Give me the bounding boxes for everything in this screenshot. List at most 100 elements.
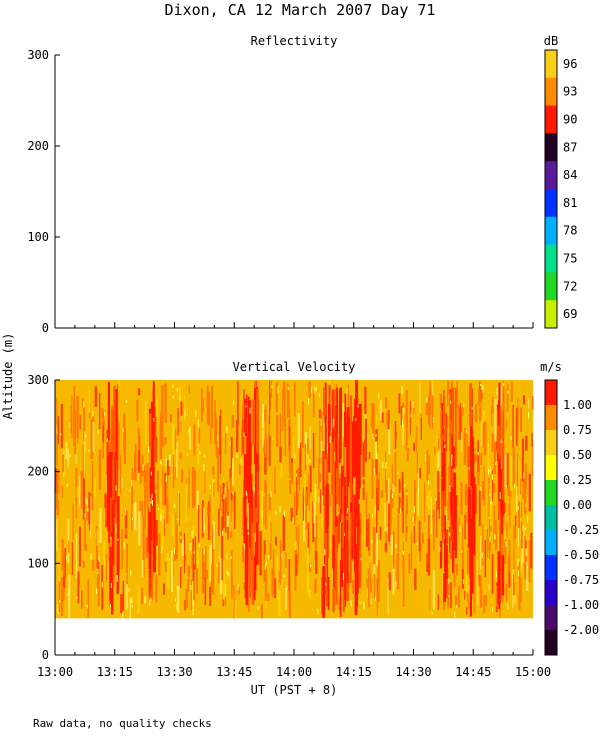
velocity-cell (92, 421, 95, 453)
velocity-cell (177, 491, 180, 536)
velocity-cell (420, 417, 422, 440)
footnote: Raw data, no quality checks (33, 717, 212, 730)
velocity-cell (112, 460, 115, 501)
velocity-cell (226, 480, 229, 513)
velocity-cell (220, 441, 222, 474)
velocity-cell (425, 402, 428, 416)
velocity-cell (512, 574, 515, 596)
velocity-cell (249, 407, 251, 414)
velocity-cell (385, 531, 387, 554)
velocity-cell (450, 400, 452, 404)
velocity-cell (274, 467, 276, 494)
velocity-cell (365, 519, 369, 547)
velocity-cell (428, 395, 431, 426)
velocity-cell (156, 470, 159, 504)
velocity-cell (398, 478, 401, 514)
velocity-cell (342, 486, 344, 549)
velocity-cell (477, 451, 479, 456)
velocity-cell (428, 490, 431, 510)
velocity-cell (481, 481, 484, 501)
velocity-cell (113, 540, 116, 566)
velocity-cell (108, 536, 110, 561)
velocity-cell (495, 570, 497, 578)
velocity-cell (56, 397, 58, 425)
velocity-cell (457, 404, 460, 441)
velocity-cell (308, 589, 312, 598)
velocity-cell (374, 596, 376, 601)
velocity-cell (201, 388, 203, 422)
velocity-cell (448, 554, 450, 565)
velocity-cell (527, 536, 529, 580)
velocity-cell (386, 527, 388, 534)
velocity-cell (230, 556, 232, 559)
velocity-cell (207, 501, 211, 540)
velocity-cell (291, 462, 294, 484)
velocity-cell (228, 571, 230, 577)
velocity-cell (263, 541, 266, 583)
velocity-cell (524, 474, 527, 515)
velocity-cell (241, 428, 243, 456)
velocity-cell (478, 575, 480, 587)
velocity-cell (399, 492, 401, 497)
colorbar-swatch (545, 133, 557, 162)
velocity-cell (517, 453, 519, 495)
velocity-cell (506, 522, 508, 538)
velocity-cell (466, 593, 469, 602)
velocity-cell (468, 585, 470, 590)
velocity-cell (355, 380, 358, 405)
velocity-cell (531, 395, 534, 410)
velocity-cell (250, 508, 253, 561)
velocity-cell (467, 600, 469, 609)
velocity-cell (329, 494, 332, 507)
velocity-cell (470, 388, 473, 466)
velocity-cell (164, 472, 167, 506)
velocity-cell (286, 586, 288, 590)
velocity-cell (234, 600, 237, 618)
velocity-cell (450, 487, 453, 512)
velocity-cell (368, 513, 371, 557)
velocity-cell (374, 467, 376, 475)
velocity-cell (75, 533, 78, 580)
velocity-cell (129, 597, 132, 618)
velocity-cell (525, 548, 527, 556)
velocity-cell (490, 501, 492, 504)
velocity-cell (193, 424, 196, 456)
velocity-cell (387, 578, 389, 616)
velocity-cell (518, 570, 520, 577)
velocity-cell (433, 510, 435, 551)
velocity-cell (445, 529, 449, 544)
velocity-cell (447, 380, 450, 394)
velocity-cell (358, 553, 362, 588)
velocity-cell (226, 515, 229, 527)
colorbar-tick-label: -1.00 (563, 598, 599, 612)
velocity-cell (377, 559, 380, 602)
velocity-cell (98, 393, 101, 429)
velocity-cell (323, 387, 326, 416)
velocity-cell (299, 442, 302, 477)
velocity-cell (210, 425, 212, 444)
velocity-cell (325, 532, 328, 595)
velocity-cell (65, 442, 68, 460)
velocity-cell (218, 508, 220, 537)
velocity-cell (252, 496, 256, 533)
velocity-cell (56, 500, 60, 516)
velocity-cell (123, 427, 127, 465)
velocity-cell (474, 484, 477, 514)
velocity-cell (325, 453, 329, 484)
velocity-cell (402, 407, 404, 446)
velocity-cell (204, 454, 206, 458)
velocity-cell (109, 497, 112, 532)
velocity-cell (382, 461, 384, 468)
velocity-cell (367, 589, 369, 599)
velocity-cell (501, 523, 504, 564)
velocity-cell (436, 500, 438, 538)
velocity-cell (370, 598, 372, 604)
velocity-cell (289, 445, 291, 479)
velocity-cell (64, 547, 67, 578)
velocity-cell (69, 423, 71, 429)
velocity-cell (464, 590, 466, 600)
velocity-cell (233, 400, 235, 405)
velocity-cell (458, 517, 460, 534)
velocity-cell (491, 554, 494, 594)
velocity-cell (354, 543, 358, 615)
